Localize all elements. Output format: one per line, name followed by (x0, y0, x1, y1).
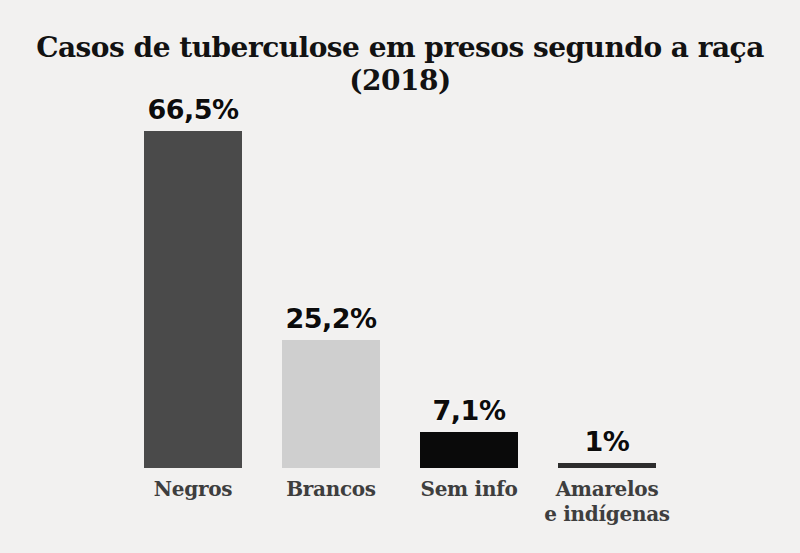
bar-category-label-negros: Negros (123, 477, 263, 502)
bar-brancos (282, 340, 380, 468)
bar-category-label-sem-info: Sem info (399, 477, 539, 502)
bar-value-label-amarelos-indigenas: 1% (585, 426, 630, 457)
bar-group-sem-info: 7,1% Sem info (420, 131, 518, 468)
bar-negros (144, 131, 242, 468)
bar-value-label-negros: 66,5% (147, 94, 238, 125)
bar-group-brancos: 25,2% Brancos (282, 131, 380, 468)
bar-category-label-amarelos-indigenas: Amarelos e indígenas (537, 477, 677, 527)
bar-amarelos-indigenas (558, 463, 656, 468)
chart-title: Casos de tuberculose em presos segundo a… (0, 31, 800, 97)
bar-group-amarelos-indigenas: 1% Amarelos e indígenas (558, 131, 656, 468)
bar-value-label-brancos: 25,2% (285, 303, 376, 334)
plot-area: 66,5% Negros 25,2% Brancos 7,1% Sem info… (144, 131, 656, 468)
bar-category-label-brancos: Brancos (261, 477, 401, 502)
bar-group-negros: 66,5% Negros (144, 131, 242, 468)
bar-chart: Casos de tuberculose em presos segundo a… (0, 0, 800, 553)
bar-sem-info (420, 432, 518, 468)
bar-value-label-sem-info: 7,1% (433, 395, 506, 426)
